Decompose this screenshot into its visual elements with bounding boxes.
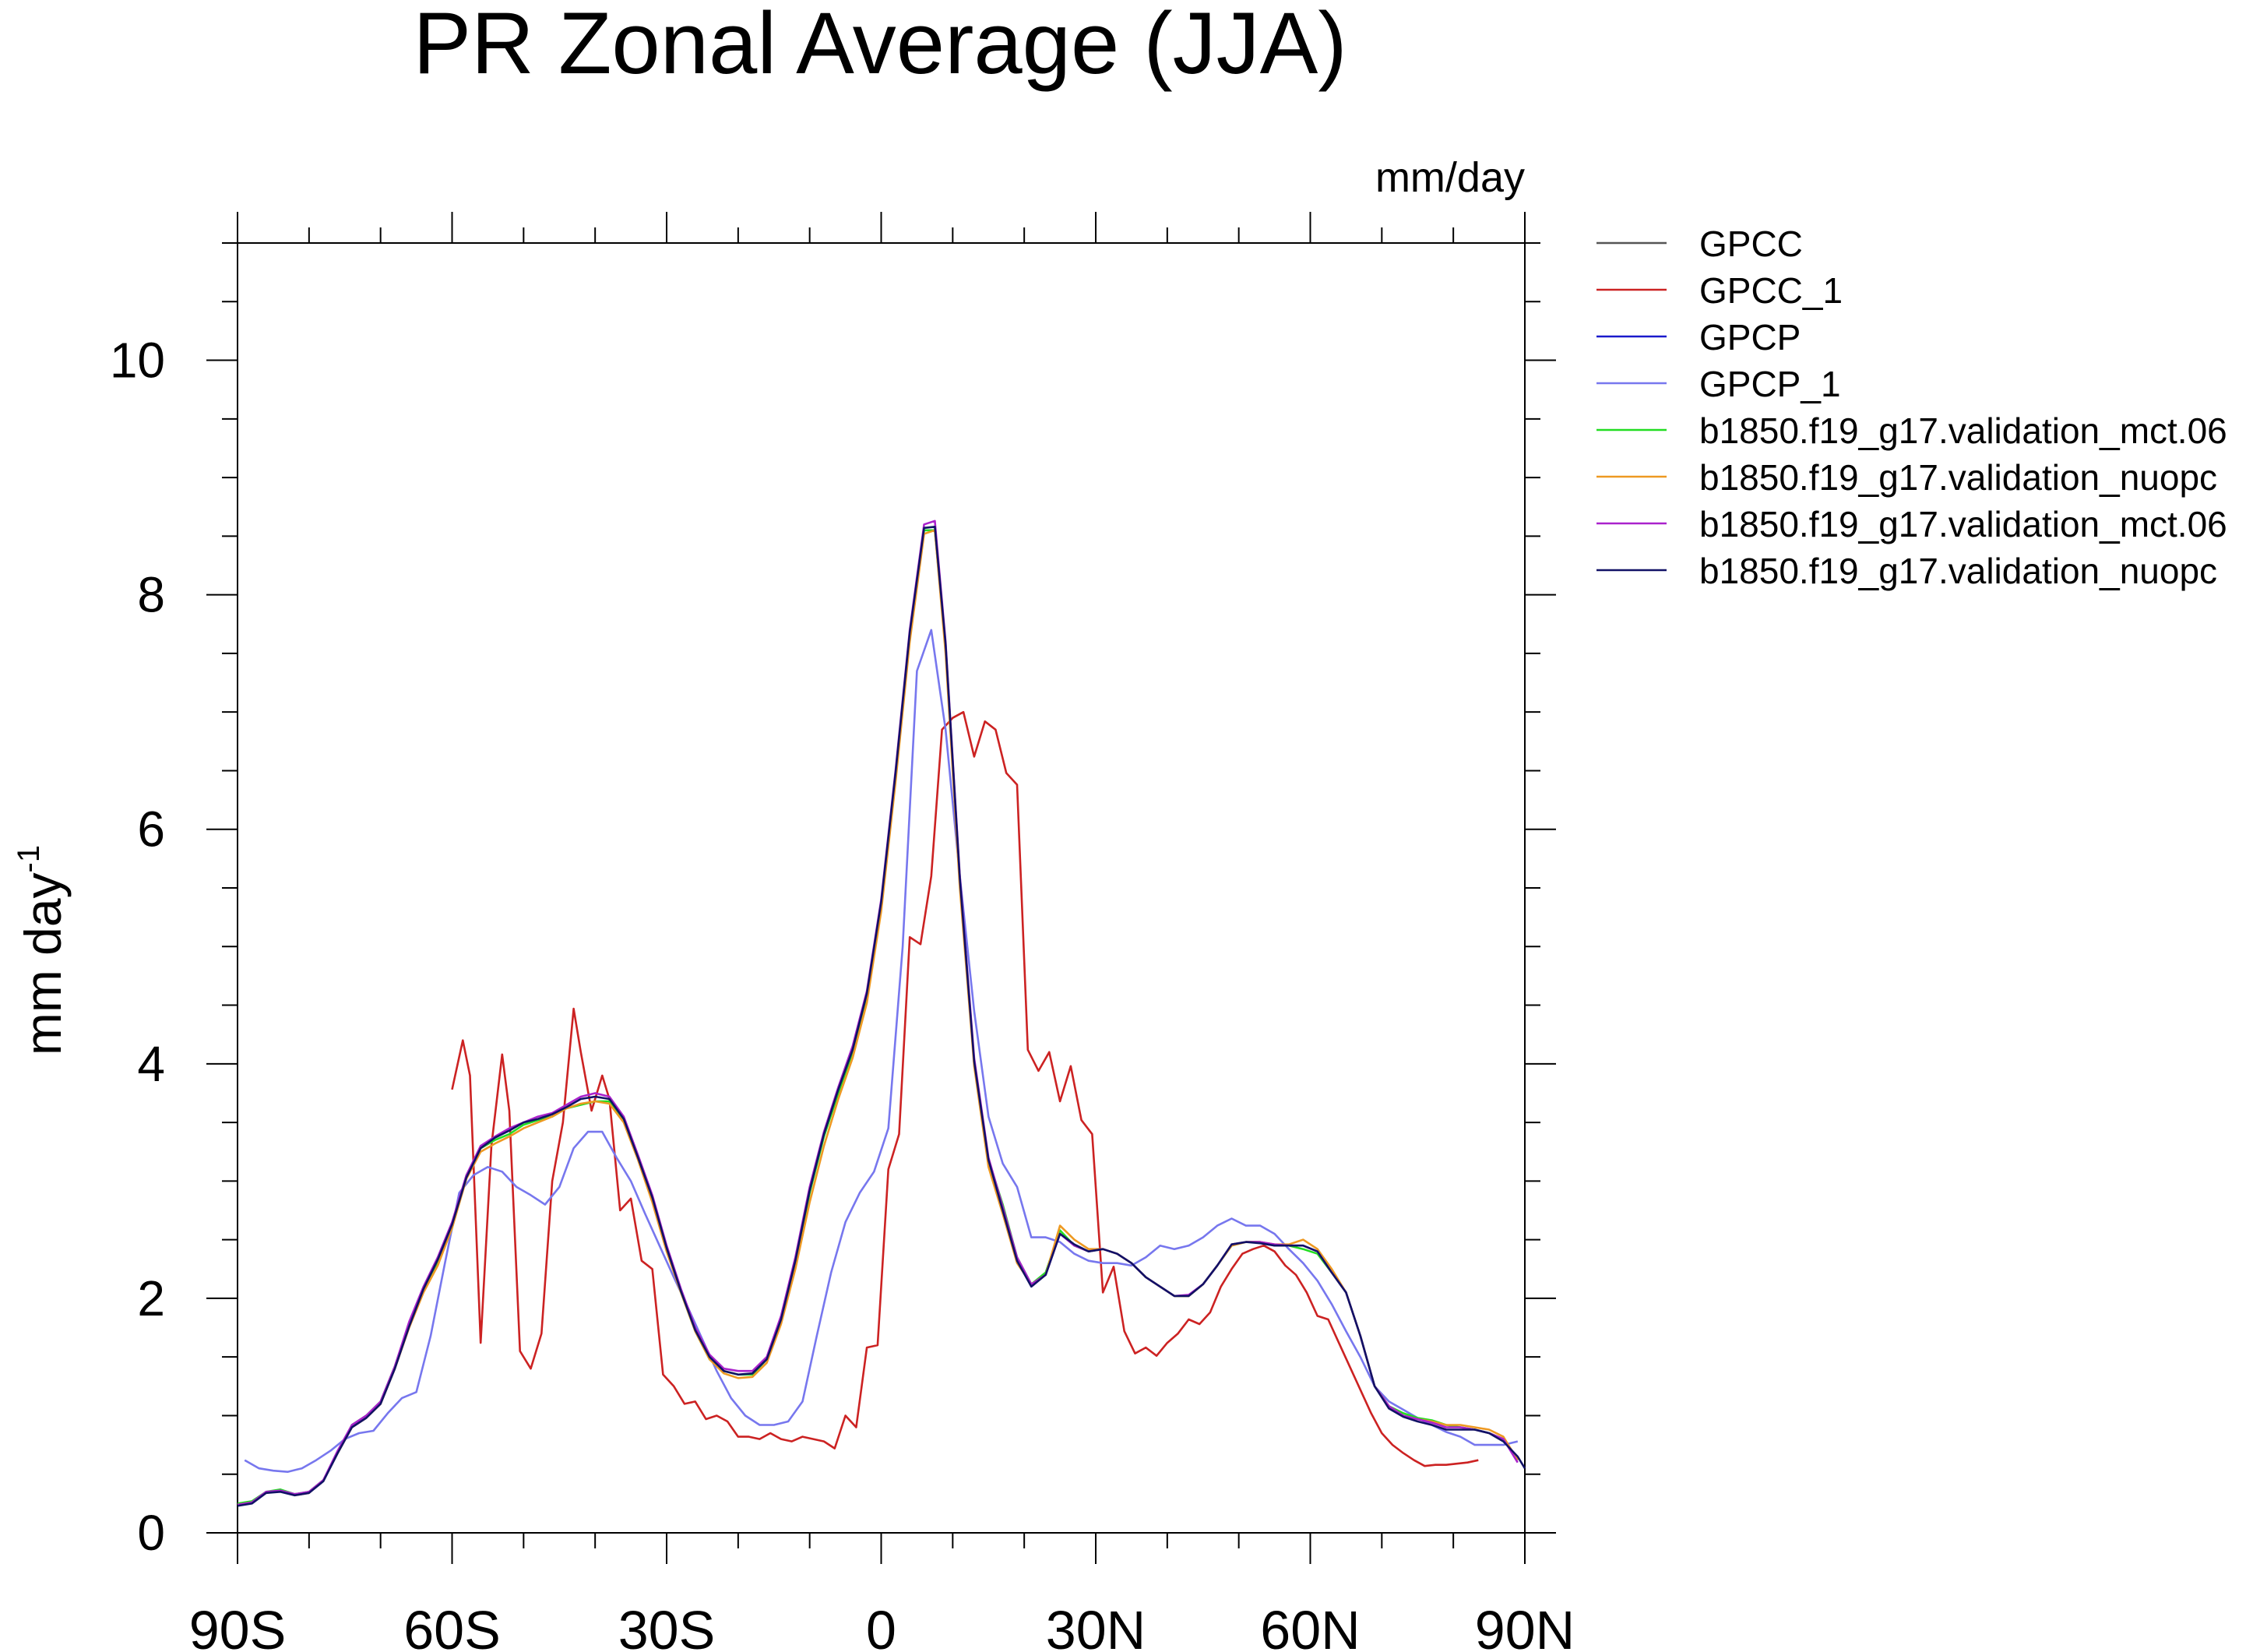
x-tick-label: 30S xyxy=(618,1600,716,1652)
series-line-7 xyxy=(237,520,1519,1506)
legend: GPCC GPCC_1 GPCP GPCP_1 b1850.f19_g17.valida… xyxy=(1596,224,2227,591)
legend-label: GPCP_1 xyxy=(1699,364,1841,404)
legend-label: b1850.f19_g17.validation_nuopc xyxy=(1699,457,2217,498)
axis-tick-labels: 0 2 4 6 8 10 90S 60S 30S 0 30N 60N 90N xyxy=(110,333,1575,1652)
y-tick-label: 0 xyxy=(137,1505,165,1561)
legend-label: GPCP xyxy=(1699,317,1801,358)
series-line-4 xyxy=(244,629,1519,1473)
legend-label: b1850.f19_g17.validation_mct.06 xyxy=(1699,504,2227,544)
x-tick-label: 60S xyxy=(403,1600,501,1652)
chart-title: PR Zonal Average (JJA) xyxy=(413,0,1347,92)
y-axis-title: mm day-1 xyxy=(12,845,72,1055)
axis-ticks xyxy=(206,212,1556,1564)
x-tick-label: 90S xyxy=(189,1600,287,1652)
data-series xyxy=(237,520,1526,1507)
y-tick-label: 4 xyxy=(137,1036,165,1092)
y-tick-label: 2 xyxy=(137,1270,165,1326)
y-axis-title-superscript: -1 xyxy=(12,845,46,873)
series-line-2 xyxy=(451,710,1479,1467)
legend-label: GPCC xyxy=(1699,224,1803,264)
legend-label: b1850.f19_g17.validation_nuopc xyxy=(1699,551,2217,591)
x-tick-label: 30N xyxy=(1046,1600,1146,1652)
x-tick-label: 60N xyxy=(1260,1600,1360,1652)
series-line-8 xyxy=(237,525,1526,1507)
y-tick-label: 8 xyxy=(137,567,165,623)
series-line-6 xyxy=(237,529,1519,1506)
units-label: mm/day xyxy=(1375,154,1525,201)
y-tick-label: 6 xyxy=(137,801,165,858)
legend-label: b1850.f19_g17.validation_mct.06 xyxy=(1699,410,2227,451)
y-tick-label: 10 xyxy=(110,333,165,389)
x-tick-label: 90N xyxy=(1475,1600,1575,1652)
series-line-5 xyxy=(237,529,1519,1505)
x-tick-label: 0 xyxy=(866,1600,896,1652)
legend-label: GPCC_1 xyxy=(1699,270,1843,311)
y-axis-title-main: mm day xyxy=(14,872,72,1055)
